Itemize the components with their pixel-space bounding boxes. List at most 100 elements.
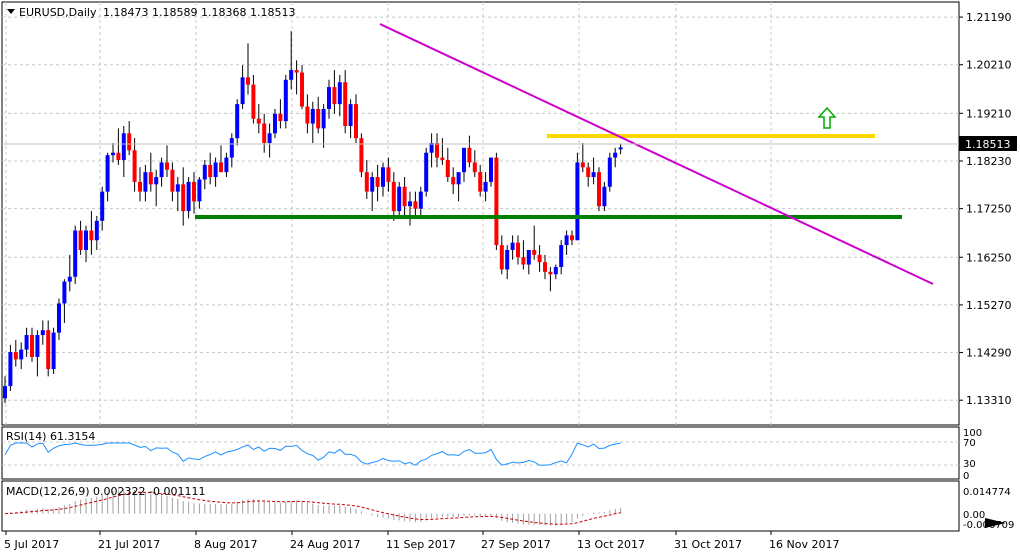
price-tick-label: 1.14290 — [966, 347, 1012, 360]
candle — [413, 191, 418, 216]
candle — [343, 70, 348, 134]
candle — [192, 172, 196, 214]
price-tick-label: 1.15270 — [966, 299, 1012, 312]
candle — [418, 186, 423, 219]
candle-body — [267, 133, 272, 143]
candle-body — [165, 162, 169, 170]
candle-body — [132, 150, 137, 182]
candle-body — [57, 303, 61, 333]
candle — [186, 177, 191, 219]
candle — [467, 135, 472, 168]
candle-body — [505, 249, 510, 270]
macd-title: MACD(12,26,9) 0.002322 -0.001111 — [6, 485, 205, 498]
candle-body — [246, 77, 250, 85]
candle — [521, 240, 526, 270]
candle — [197, 177, 202, 209]
time-tick-label: 27 Sep 2017 — [481, 538, 551, 551]
candle-body — [332, 87, 337, 105]
candle — [316, 96, 321, 134]
candle — [138, 167, 142, 202]
candle-body — [100, 191, 105, 221]
candle — [51, 327, 56, 374]
candle-body — [526, 249, 531, 265]
candle-body — [370, 177, 375, 192]
candle — [208, 152, 213, 185]
candle — [402, 177, 407, 216]
time-tick-label: 13 Oct 2017 — [577, 538, 645, 551]
candle-body — [618, 147, 623, 150]
candle — [591, 157, 596, 185]
candle — [364, 160, 369, 199]
candle — [348, 99, 353, 139]
candle-body — [3, 386, 7, 399]
time-tick-label: 16 Nov 2017 — [769, 538, 839, 551]
candle — [283, 74, 288, 129]
candle-body — [94, 220, 99, 241]
candle-body — [111, 152, 115, 156]
rsi-line — [4, 442, 621, 466]
candle — [327, 79, 331, 119]
candle — [13, 339, 18, 367]
candle — [337, 74, 342, 117]
candle-body — [516, 242, 520, 258]
candle-body — [494, 157, 499, 246]
candle-body — [197, 179, 202, 202]
candle-body — [19, 349, 24, 360]
candle-body — [348, 104, 353, 126]
candle — [30, 327, 34, 362]
candle — [224, 152, 229, 178]
candle — [321, 104, 326, 148]
candle — [564, 230, 569, 255]
candle — [127, 121, 132, 156]
price-tick-label: 1.17250 — [966, 203, 1012, 216]
time-tick-label: 8 Aug 2017 — [194, 538, 257, 551]
candle — [62, 279, 67, 323]
time-tick-label: 21 Jul 2017 — [98, 538, 160, 551]
time-tick-label: 5 Jul 2017 — [4, 538, 59, 551]
candle — [375, 164, 380, 202]
candle-body — [489, 157, 493, 182]
candle — [575, 152, 580, 241]
candle-body — [30, 335, 34, 357]
price-tick-label: 1.19210 — [966, 107, 1012, 120]
price-tick-label: 1.13310 — [966, 394, 1012, 407]
candle — [105, 152, 110, 202]
candle — [154, 169, 159, 207]
candle-body — [192, 181, 196, 202]
candle — [435, 133, 439, 168]
candle-body — [521, 257, 526, 265]
candle-body — [591, 172, 596, 178]
time-tick-label: 31 Oct 2017 — [674, 538, 742, 551]
candle — [240, 65, 245, 109]
triangle-down-icon[interactable] — [7, 9, 15, 14]
macd-tick-zero: 0.00 — [963, 510, 985, 521]
rsi-tick-100: 100 — [963, 428, 982, 439]
candle-body — [559, 245, 564, 267]
candle-body — [289, 70, 294, 80]
symbol-label: EURUSD,Daily — [19, 6, 97, 19]
candle-body — [418, 191, 423, 209]
candle-body — [175, 184, 180, 192]
candle-body — [429, 143, 434, 153]
candle-body — [564, 235, 569, 246]
candle — [24, 327, 29, 357]
price-tick-label: 1.21190 — [966, 11, 1012, 24]
candle — [456, 172, 461, 202]
candle-body — [337, 82, 342, 105]
candle-body — [321, 108, 326, 129]
candle-body — [186, 181, 191, 212]
candle — [78, 220, 83, 255]
candle-body — [354, 104, 358, 139]
candle-body — [251, 84, 256, 119]
candle-body — [375, 177, 380, 187]
candle — [445, 147, 450, 182]
scroll-right-icon[interactable] — [985, 518, 1006, 528]
rsi-tick-30: 30 — [963, 459, 976, 470]
candle — [229, 133, 234, 168]
candle-body — [510, 242, 515, 250]
rsi-title: RSI(14) 61.3154 — [6, 430, 95, 443]
candle-body — [478, 172, 483, 192]
candle — [381, 162, 385, 197]
candle — [597, 167, 601, 212]
